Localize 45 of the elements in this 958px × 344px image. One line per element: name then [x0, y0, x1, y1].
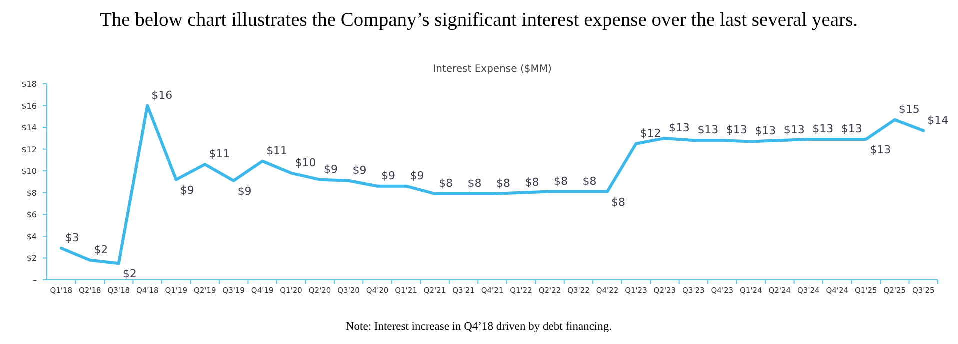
y-tick-label: $10 [22, 167, 37, 176]
y-tick-label: $4 [26, 232, 37, 242]
y-tick-label: $18 [22, 80, 37, 89]
data-label: $8 [582, 174, 597, 188]
data-label: $8 [525, 176, 540, 189]
data-label: $13 [726, 124, 748, 137]
y-tick-label: $16 [22, 102, 37, 111]
line-series [60, 104, 926, 266]
data-label: $9 [324, 162, 338, 176]
y-tick-label: $6 [26, 210, 37, 220]
y-tick-label: $12 [22, 145, 37, 154]
data-label: $12 [640, 126, 662, 140]
data-label: $13 [841, 122, 862, 136]
data-label: $8 [496, 176, 510, 190]
data-label: $11 [266, 144, 288, 158]
data-label: $13 [784, 124, 805, 137]
data-label: $9 [238, 184, 252, 198]
chart-title: The below chart illustrates the Company’s significant interest expense over the last several years. [100, 10, 858, 31]
data-label: $8 [439, 176, 454, 190]
data-label: $13 [812, 122, 834, 136]
data-label: $3 [65, 231, 80, 244]
data-label: $14 [928, 114, 949, 127]
text: Note: Interest increase in Q4’18 driven by debt financing. [346, 321, 612, 333]
data-label: $2 [122, 268, 137, 281]
y-tick-label: $8 [26, 188, 37, 198]
data-label: $13 [870, 144, 892, 157]
data-label: $11 [209, 148, 230, 161]
y-tick-label: $2 [26, 254, 37, 264]
data-label: $15 [898, 102, 920, 116]
y-tick-label: $14 [22, 124, 37, 133]
data-label: $16 [152, 88, 173, 102]
data-label: $8 [468, 176, 482, 190]
data-label: $10 [295, 156, 316, 170]
data-label: $9 [352, 164, 367, 177]
data-label: $8 [611, 196, 626, 209]
data-label: $2 [94, 243, 108, 256]
data-label: $9 [180, 184, 194, 197]
data-label: $8 [554, 174, 568, 188]
data-label: $9 [410, 169, 424, 182]
y-tick-label: – [33, 276, 37, 285]
data-label: $13 [668, 121, 690, 134]
data-label: $13 [698, 124, 719, 137]
chart-subtitle: Interest Expense ($MM) [433, 64, 552, 75]
data-label: $9 [382, 169, 396, 182]
data-label: $13 [755, 124, 776, 138]
